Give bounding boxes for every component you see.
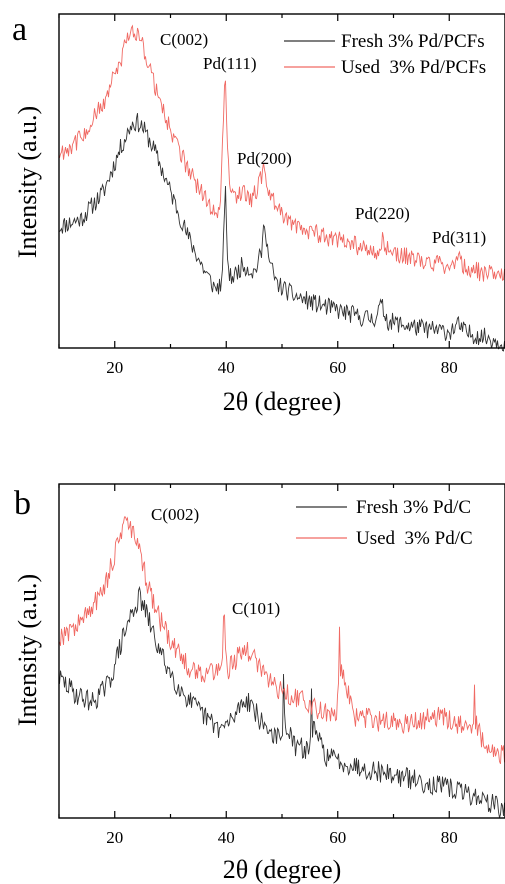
y-axis-title: Intensity (a.u.) bbox=[13, 574, 42, 726]
x-axis-title: 2θ (degree) bbox=[223, 387, 342, 416]
series-line-fresh bbox=[59, 585, 505, 818]
x-axis-title: 2θ (degree) bbox=[223, 855, 342, 884]
peak-annotation: C(002) bbox=[151, 505, 199, 524]
series-line-fresh bbox=[59, 113, 505, 352]
x-tick-label: 40 bbox=[218, 828, 235, 847]
peak-annotation: Pd(311) bbox=[432, 228, 486, 247]
peak-annotation: Pd(220) bbox=[355, 204, 410, 223]
x-tick-label: 80 bbox=[441, 828, 458, 847]
x-tick-label: 80 bbox=[441, 358, 458, 377]
panel-label: b bbox=[14, 485, 31, 522]
x-tick-label: 60 bbox=[329, 828, 346, 847]
peak-annotation: C(101) bbox=[232, 599, 280, 618]
x-tick-label: 20 bbox=[106, 828, 123, 847]
peak-annotation: Pd(111) bbox=[203, 54, 257, 73]
x-tick-label: 20 bbox=[106, 358, 123, 377]
peak-annotation: C(002) bbox=[160, 30, 208, 49]
legend-entry: Fresh 3% Pd/PCFs bbox=[341, 31, 485, 52]
panel-label: a bbox=[12, 11, 27, 48]
peak-annotation: Pd(200) bbox=[237, 149, 292, 168]
panel-b: 20 40 60 80 b 2θ (degree) Intensity (a.u.) Fres… bbox=[13, 483, 505, 884]
legend-entry: Used 3% Pd/C bbox=[356, 528, 473, 549]
legend-entry: Fresh 3% Pd/C bbox=[356, 497, 471, 518]
panel-a: 20 40 60 80 a 2θ (degree) Intensity (a.u.) Fres… bbox=[12, 11, 505, 416]
series-line-used bbox=[59, 24, 505, 282]
series-line-used bbox=[59, 516, 505, 764]
x-tick-label: 40 bbox=[218, 358, 235, 377]
x-tick-label: 60 bbox=[329, 358, 346, 377]
legend-entry: Used 3% Pd/PCFs bbox=[341, 57, 486, 78]
y-axis-title: Intensity (a.u.) bbox=[13, 106, 42, 258]
